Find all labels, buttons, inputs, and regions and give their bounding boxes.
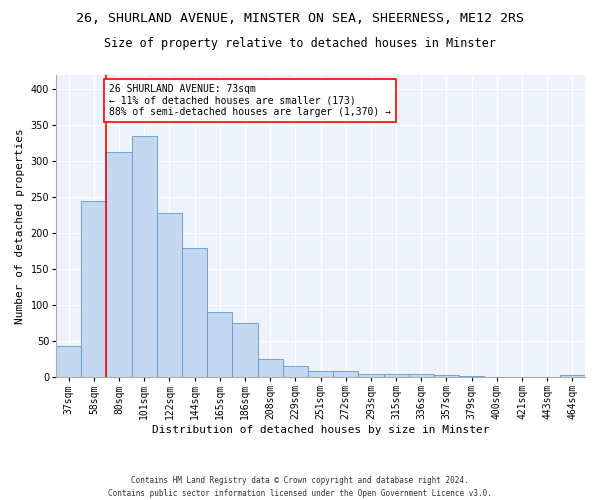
Bar <box>358 374 383 377</box>
X-axis label: Distribution of detached houses by size in Minster: Distribution of detached houses by size … <box>152 425 490 435</box>
Bar <box>308 371 333 377</box>
Bar <box>56 346 82 377</box>
Bar <box>131 136 157 377</box>
Bar <box>333 371 358 377</box>
Bar <box>182 248 207 377</box>
Bar <box>383 374 409 377</box>
Text: Contains public sector information licensed under the Open Government Licence v3: Contains public sector information licen… <box>108 489 492 498</box>
Bar <box>459 376 484 377</box>
Bar <box>82 201 106 377</box>
Bar <box>106 152 131 377</box>
Bar <box>157 213 182 377</box>
Bar <box>257 360 283 377</box>
Text: Contains HM Land Registry data © Crown copyright and database right 2024.: Contains HM Land Registry data © Crown c… <box>131 476 469 485</box>
Bar <box>283 366 308 377</box>
Bar <box>207 312 232 377</box>
Text: Size of property relative to detached houses in Minster: Size of property relative to detached ho… <box>104 38 496 51</box>
Y-axis label: Number of detached properties: Number of detached properties <box>15 128 25 324</box>
Bar <box>434 375 459 377</box>
Bar <box>560 375 585 377</box>
Text: 26, SHURLAND AVENUE, MINSTER ON SEA, SHEERNESS, ME12 2RS: 26, SHURLAND AVENUE, MINSTER ON SEA, SHE… <box>76 12 524 26</box>
Text: 26 SHURLAND AVENUE: 73sqm
← 11% of detached houses are smaller (173)
88% of semi: 26 SHURLAND AVENUE: 73sqm ← 11% of detac… <box>109 84 391 117</box>
Bar <box>409 374 434 377</box>
Bar <box>232 324 257 377</box>
